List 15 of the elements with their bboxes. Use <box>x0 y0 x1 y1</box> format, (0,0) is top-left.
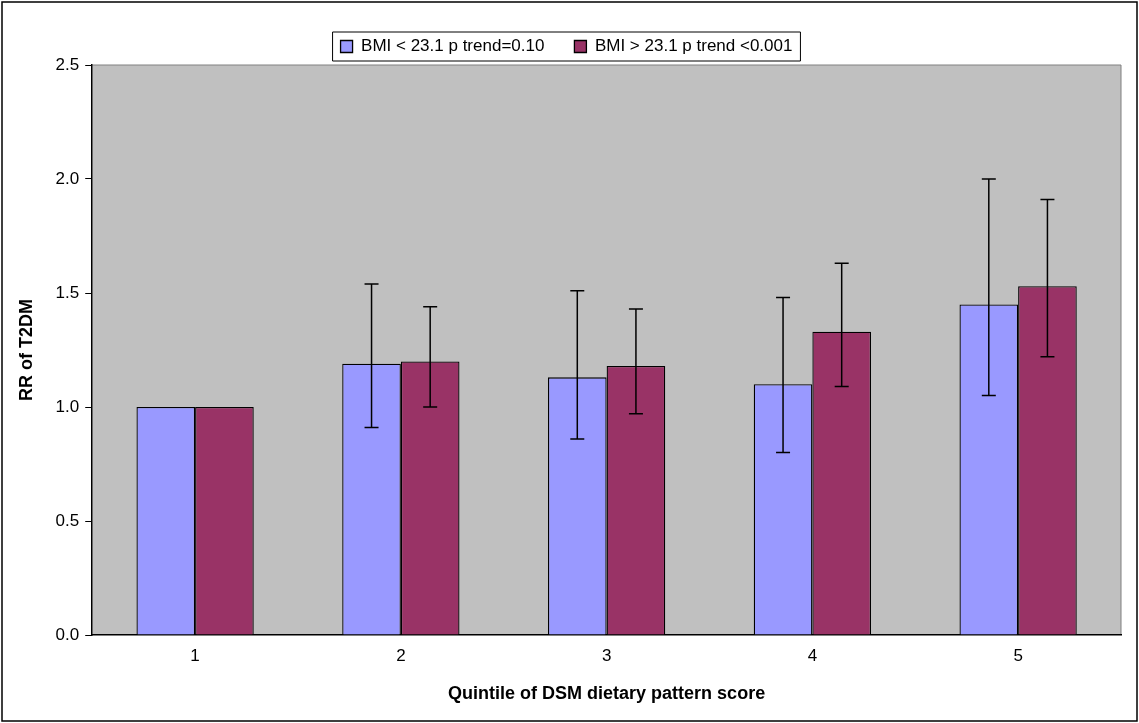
y-axis-title: RR of T2DM <box>15 299 36 401</box>
x-tick-label: 4 <box>807 645 818 665</box>
x-axis-title: Quintile of DSM dietary pattern score <box>448 683 766 704</box>
x-tick-label: 2 <box>396 645 406 665</box>
x-tick-label: 1 <box>190 645 200 665</box>
y-tick-label: 1.0 <box>55 396 80 416</box>
y-tick-label: 2.5 <box>55 54 80 74</box>
y-tick-label: 0.0 <box>55 624 80 644</box>
x-tick-label: 3 <box>601 645 612 665</box>
y-tick-label: 1.5 <box>55 282 80 302</box>
legend-label: BMI < 23.1 p trend=0.10 <box>361 36 545 56</box>
y-tick-label: 2.0 <box>55 168 80 188</box>
legend-label: BMI > 23.1 p trend <0.001 <box>594 36 793 56</box>
y-tick-label: 0.5 <box>55 510 80 530</box>
x-tick-label: 5 <box>1013 645 1023 665</box>
